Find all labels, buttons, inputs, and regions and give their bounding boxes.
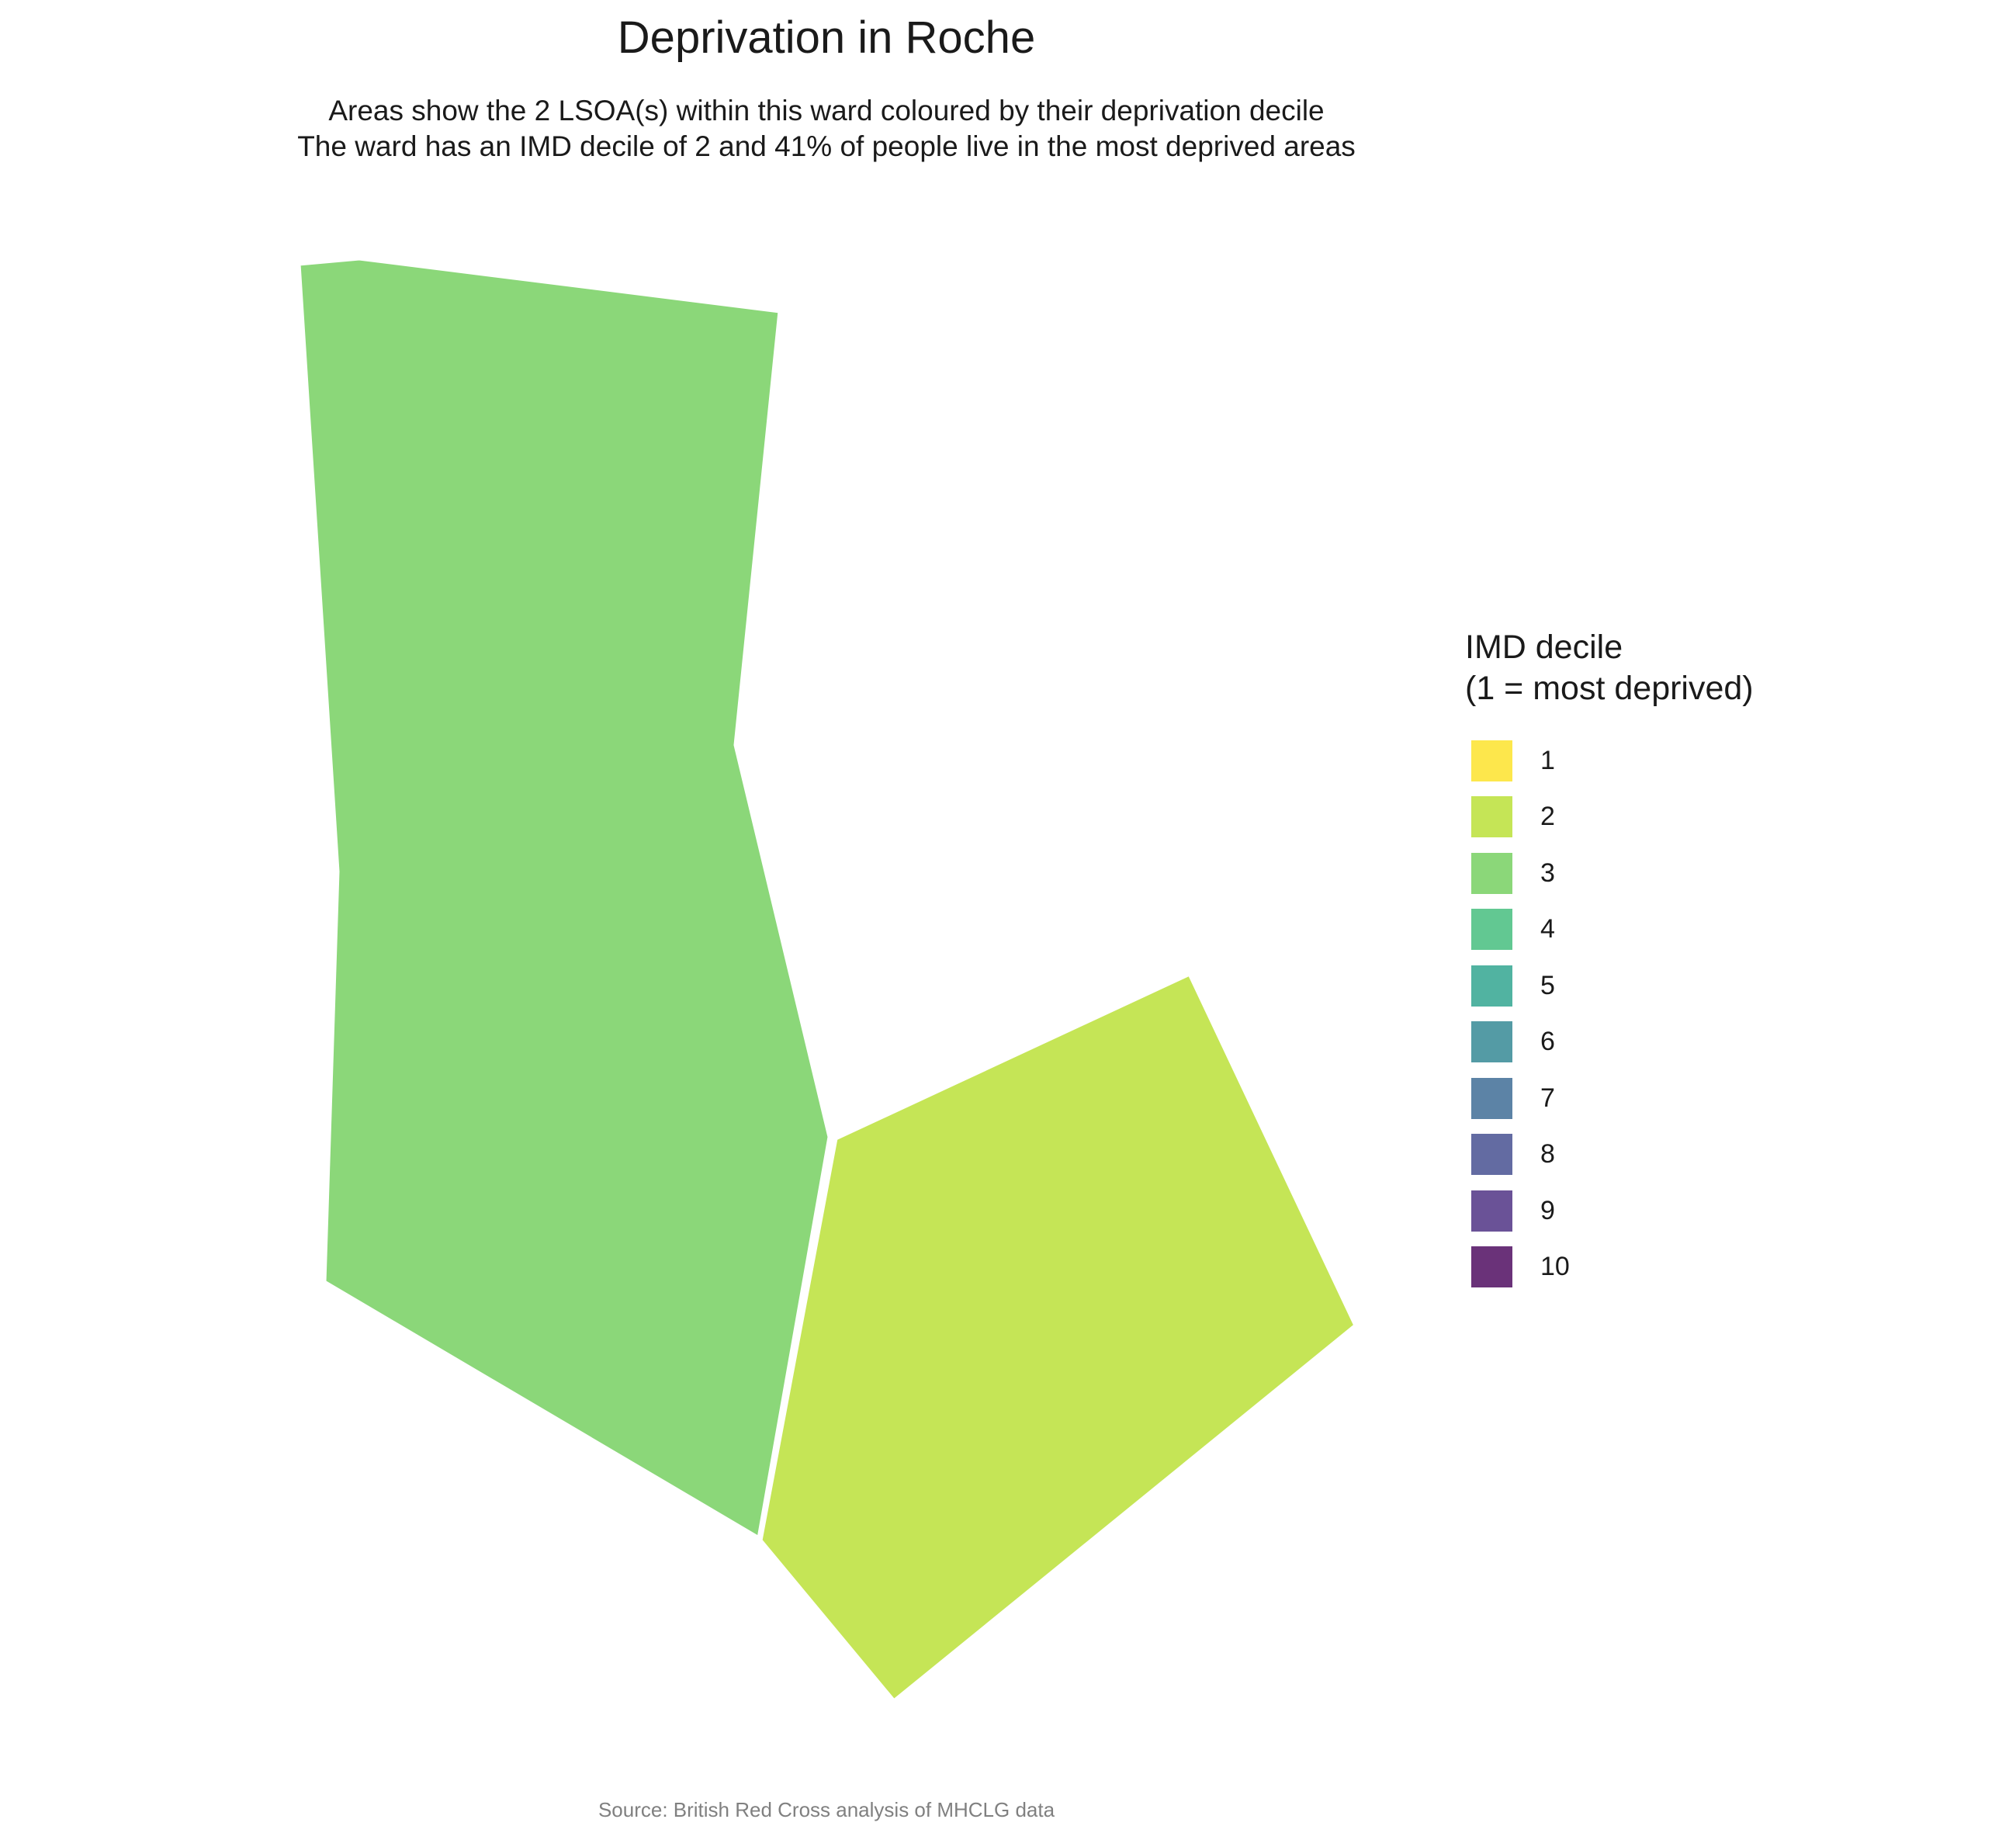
legend-swatch-2 [1471,796,1512,838]
legend-item-4: 4 [1465,902,1754,958]
subtitle-line-2: The ward has an IMD decile of 2 and 41% … [297,130,1356,162]
legend-item-6: 6 [1465,1014,1754,1071]
legend-item-9: 9 [1465,1183,1754,1239]
legend-title-line-2: (1 = most deprived) [1465,670,1754,707]
legend-item-8: 8 [1465,1127,1754,1183]
legend-item-2: 2 [1465,789,1754,846]
lsoa-area-decile-3[interactable] [296,256,832,1540]
legend-label-4: 4 [1540,914,1555,944]
legend-swatch-4 [1471,909,1512,951]
legend-swatch-7 [1471,1077,1512,1119]
legend-item-1: 1 [1465,733,1754,789]
legend-swatch-9 [1471,1190,1512,1232]
legend-swatch-3 [1471,852,1512,894]
legend-swatch-6 [1471,1021,1512,1063]
source-caption: Source: British Red Cross analysis of MH… [598,1798,1055,1821]
legend-swatch-10 [1471,1246,1512,1288]
legend-label-7: 7 [1540,1083,1555,1113]
map-title: Deprivation in Roche [617,12,1036,63]
map-subtitle: Areas show the 2 LSOA(s) within this war… [0,93,1653,165]
legend-swatch-8 [1471,1134,1512,1176]
legend-item-7: 7 [1465,1070,1754,1127]
legend-item-5: 5 [1465,958,1754,1014]
legend-label-1: 1 [1540,745,1555,775]
legend-title: IMD decile (1 = most deprived) [1465,627,1754,709]
legend-swatch-1 [1471,740,1512,781]
legend-label-3: 3 [1540,858,1555,888]
legend-label-6: 6 [1540,1027,1555,1057]
legend-item-3: 3 [1465,845,1754,902]
legend-label-10: 10 [1540,1252,1570,1282]
legend-items: 1 2 3 4 5 6 7 8 9 10 [1465,733,1754,1295]
lsoa-area-decile-2[interactable] [758,972,1358,1703]
legend-item-10: 10 [1465,1239,1754,1296]
legend-title-line-1: IMD decile [1465,629,1623,666]
legend-label-2: 2 [1540,802,1555,832]
legend-swatch-5 [1471,965,1512,1007]
legend-label-9: 9 [1540,1195,1555,1225]
legend-label-8: 8 [1540,1139,1555,1169]
subtitle-line-1: Areas show the 2 LSOA(s) within this war… [328,95,1325,126]
legend: IMD decile (1 = most deprived) 1 2 3 4 5 6 7 8 9… [1465,627,1754,1295]
legend-label-5: 5 [1540,970,1555,1000]
